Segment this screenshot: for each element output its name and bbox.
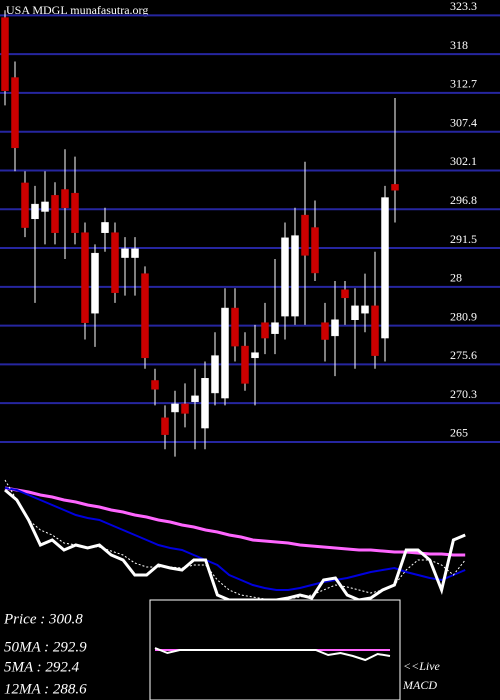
candle-body — [141, 273, 149, 359]
info-5ma: 5MA : 292.4 — [4, 659, 80, 675]
candle-body — [281, 237, 289, 317]
candle-body — [261, 322, 269, 339]
indicator-line — [4, 486, 466, 557]
indicator-line — [4, 479, 466, 601]
macd-title: MACD — [402, 678, 437, 692]
candle-body — [221, 307, 229, 399]
candle-body — [291, 235, 299, 317]
candle-body — [51, 195, 59, 233]
y-tick-label: 275.6 — [450, 348, 477, 362]
candle-body — [311, 227, 319, 274]
candle-body — [321, 322, 329, 340]
candle-body — [171, 403, 179, 413]
y-tick-label: 302.1 — [450, 154, 477, 168]
candle-body — [341, 289, 349, 299]
candle-body — [81, 232, 89, 323]
candle-body — [121, 248, 129, 258]
candle-body — [161, 417, 169, 435]
y-tick-label: 307.4 — [450, 115, 477, 129]
candle-body — [381, 197, 389, 339]
y-tick-label: 28 — [450, 271, 462, 285]
y-tick-label: 323.3 — [450, 0, 477, 13]
y-tick-label: 270.3 — [450, 387, 477, 401]
info-50ma: 50MA : 292.9 — [4, 639, 87, 655]
candle-body — [241, 345, 249, 384]
candle-body — [251, 352, 259, 359]
indicator-line — [4, 487, 466, 591]
candle-body — [351, 305, 359, 321]
candle-body — [101, 222, 109, 233]
candle-body — [181, 403, 189, 414]
candle-body — [391, 184, 399, 191]
candle-body — [31, 203, 39, 220]
candle-body — [361, 305, 369, 314]
candle-body — [91, 252, 99, 314]
candle-body — [41, 201, 49, 212]
candle-body — [231, 307, 239, 347]
candle-body — [271, 322, 279, 334]
y-tick-label: 318 — [450, 38, 468, 52]
info-12ma: 12MA : 288.6 — [4, 681, 87, 697]
y-tick-label: 265 — [450, 426, 468, 440]
candle-body — [11, 77, 19, 149]
macd-line — [154, 647, 391, 662]
candle-body — [331, 319, 339, 337]
candle-body — [61, 189, 69, 209]
candle-body — [1, 17, 9, 91]
candle-body — [201, 378, 209, 429]
y-tick-label: 291.5 — [450, 232, 477, 246]
macd-live-label: <<Live — [403, 659, 441, 673]
candle-body — [131, 248, 139, 258]
info-price: Price : 300.8 — [3, 611, 83, 627]
y-tick-label: 280.9 — [450, 309, 477, 323]
candle-body — [111, 232, 119, 293]
candle-body — [371, 305, 379, 356]
candle-body — [191, 395, 199, 402]
candle-body — [21, 182, 29, 228]
candle-body — [71, 192, 79, 233]
y-tick-label: 296.8 — [450, 193, 477, 207]
chart-title: USA MDGL munafasutra.org — [6, 3, 148, 17]
candle-body — [151, 380, 159, 390]
candle-body — [301, 214, 309, 256]
y-tick-label: 312.7 — [450, 77, 477, 91]
candle-body — [211, 355, 219, 394]
